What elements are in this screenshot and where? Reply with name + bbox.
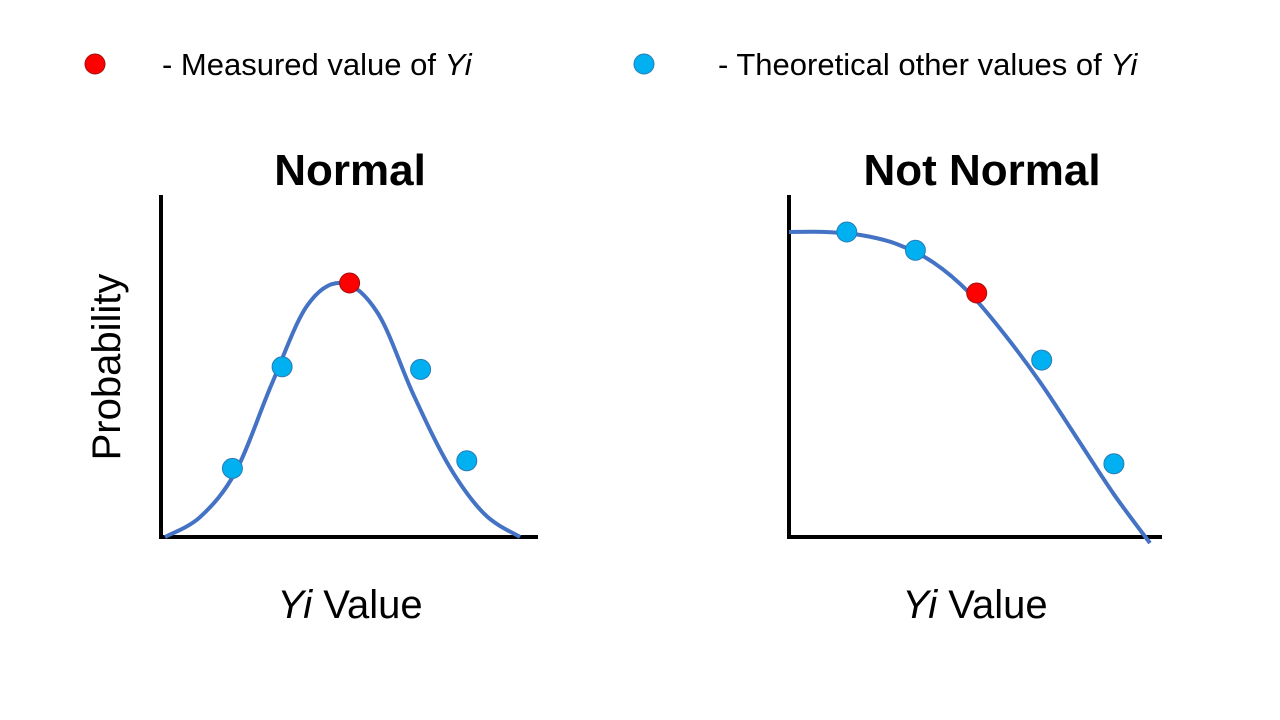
chart-not-normal-theoretical-point-4 — [1103, 453, 1125, 475]
chart-not-normal: Not Normal Yi Value — [787, 146, 1162, 627]
legend-theoretical-marker — [633, 53, 655, 75]
chart-normal-theoretical-point-2 — [271, 356, 293, 378]
chart-normal-theoretical-point-1 — [221, 457, 243, 479]
chart-not-normal-theoretical-point-1 — [836, 221, 858, 243]
chart-normal-theoretical-point-3 — [410, 358, 432, 380]
chart-not-normal-theoretical-point-2 — [904, 239, 926, 261]
chart-normal-curve — [164, 280, 522, 539]
chart-not-normal-theoretical-point-3 — [1031, 349, 1053, 371]
legend-measured-label: - Measured value of Yi — [162, 47, 473, 82]
chart-not-normal-measured-point — [966, 282, 988, 304]
chart-normal-theoretical-point-4 — [456, 450, 478, 472]
legend-theoretical-label: - Theoretical other values of Yi — [718, 47, 1138, 82]
chart-not-normal-curve — [788, 229, 1152, 545]
chart-normal-title: Normal — [274, 146, 426, 195]
legend: - Measured value of Yi - Theoretical oth… — [84, 47, 1138, 82]
y-axis-label: Probability — [85, 274, 129, 461]
chart-normal-x-axis-label: Yi Value — [277, 583, 422, 627]
chart-normal: Normal Probability Yi Value — [85, 146, 538, 627]
chart-normal-measured-point — [339, 272, 361, 294]
chart-not-normal-x-axis-label: Yi Value — [902, 583, 1047, 627]
legend-measured-marker — [84, 53, 106, 75]
chart-not-normal-title: Not Normal — [863, 146, 1100, 195]
